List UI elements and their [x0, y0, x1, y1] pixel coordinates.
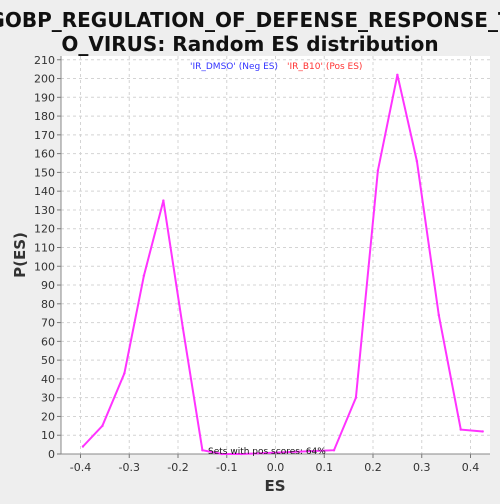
- y-tick-label: 180: [34, 110, 55, 123]
- y-tick-label: 210: [34, 54, 55, 67]
- pos-scores-annotation: Sets with pos scores: 64%: [208, 447, 326, 457]
- y-tick-label: 80: [41, 298, 55, 311]
- series-point: [201, 449, 204, 452]
- y-tick-label: 190: [34, 91, 55, 104]
- y-tick-label: 10: [41, 429, 55, 442]
- series-point: [81, 445, 85, 448]
- y-tick-label: 100: [34, 260, 55, 273]
- series-point: [437, 313, 441, 317]
- x-tick-label: -0.3: [119, 461, 140, 474]
- y-tick-label: 70: [41, 317, 55, 330]
- series-point: [240, 452, 243, 456]
- y-tick-label: 130: [34, 204, 55, 217]
- y-tick-label: 120: [34, 223, 55, 236]
- y-tick-label: 40: [41, 373, 55, 386]
- legend-pos: 'IR_B10' (Pos ES): [287, 62, 362, 72]
- series-point: [354, 396, 358, 399]
- x-tick-label: 0.0: [267, 461, 285, 474]
- series-point: [481, 430, 484, 433]
- series-point: [376, 169, 380, 172]
- y-tick-label: 110: [34, 241, 55, 254]
- series-point: [332, 449, 336, 452]
- series-point: [459, 428, 462, 431]
- y-tick-label: 150: [34, 166, 55, 179]
- y-tick-label: 20: [41, 410, 55, 423]
- series-point: [181, 327, 185, 330]
- x-tick-label: 0.1: [316, 461, 334, 474]
- x-tick-label: 0.3: [413, 461, 431, 474]
- series-point: [142, 274, 146, 277]
- axes: -0.4 -0.3 -0.2 -0.1 0.0 0.1 0.2 0.3 0.4 0 10 20 30 40…: [34, 54, 490, 474]
- x-tick-label: -0.2: [167, 461, 188, 474]
- y-tick-label: 60: [41, 335, 55, 348]
- x-tick-label: 0.2: [364, 461, 382, 474]
- chart-title-line-1: GOBP_REGULATION_OF_DEFENSE_RESPONSE_T: [0, 8, 500, 32]
- y-tick-label: 90: [41, 279, 55, 292]
- y-tick-label: 200: [34, 73, 55, 86]
- y-axis-label: P(ES): [11, 232, 29, 278]
- series-layer: [81, 73, 484, 456]
- y-tick-label: 160: [34, 148, 55, 161]
- series-point: [396, 73, 399, 76]
- y-tick-label: 30: [41, 392, 55, 405]
- y-tick-label: 50: [41, 354, 55, 367]
- series-point: [101, 424, 104, 428]
- chart-title-line-2: O_VIRUS: Random ES distribution: [61, 32, 438, 56]
- legend-neg: 'IR_DMSO' (Neg ES): [190, 62, 278, 72]
- series-point: [123, 372, 126, 375]
- x-axis-label: ES: [264, 477, 285, 495]
- x-tick-label: -0.4: [70, 461, 91, 474]
- series-point: [415, 159, 419, 163]
- series-point: [220, 452, 224, 456]
- grid: [61, 56, 490, 454]
- y-tick-label: 170: [34, 129, 55, 142]
- x-tick-label: -0.1: [216, 461, 237, 474]
- x-tick-label: 0.4: [462, 461, 480, 474]
- series-point: [162, 199, 165, 202]
- y-tick-label: 140: [34, 185, 55, 198]
- y-tick-label: 0: [48, 448, 55, 461]
